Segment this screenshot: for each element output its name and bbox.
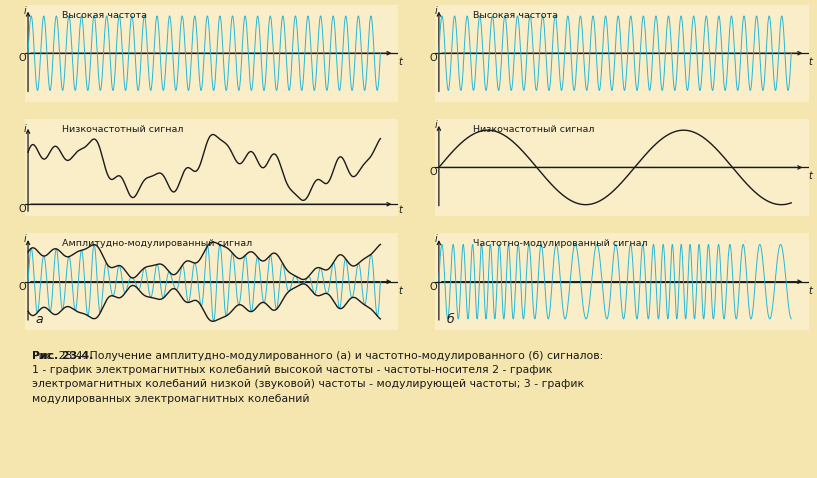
Text: O: O [430,53,437,63]
Text: t: t [809,57,813,67]
Text: Высокая частота: Высокая частота [62,11,147,20]
Text: i: i [435,234,437,244]
Text: t: t [809,171,813,181]
Text: i: i [24,124,26,134]
Text: O: O [430,167,437,177]
Text: t: t [398,57,402,67]
Text: i: i [435,120,437,130]
Text: i: i [24,234,26,244]
Text: Рис. 23.4.: Рис. 23.4. [33,350,94,360]
Text: Частотно-модулированный сигнал: Частотно-модулированный сигнал [473,239,647,248]
Text: t: t [398,285,402,295]
Text: Высокая частота: Высокая частота [473,11,558,20]
Text: Низкочастотный сигнал: Низкочастотный сигнал [62,125,183,134]
Text: t: t [398,205,402,215]
Text: i: i [435,6,437,16]
Text: i: i [24,6,26,16]
Text: t: t [809,285,813,295]
Text: O: O [19,204,26,214]
Text: O: O [430,282,437,292]
Text: O: O [19,53,26,63]
Text: O: O [19,282,26,292]
Text: а: а [36,313,43,326]
Text: Амплитудно-модулированный сигнал: Амплитудно-модулированный сигнал [62,239,252,248]
Text: Рис. 23.4. Получение амплитудно-модулированного (а) и частотно-модулированного (: Рис. 23.4. Получение амплитудно-модулиро… [33,350,604,404]
Text: б: б [447,313,454,326]
Text: Низкочастотный сигнал: Низкочастотный сигнал [473,125,594,134]
